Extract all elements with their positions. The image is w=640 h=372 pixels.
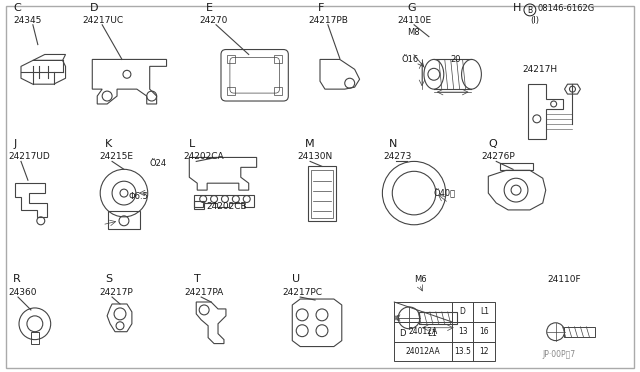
Text: E: E <box>206 3 213 13</box>
Text: 24217PA: 24217PA <box>184 288 223 297</box>
Text: JP·00Pぇ7: JP·00Pぇ7 <box>543 350 576 359</box>
Bar <box>394 341 452 362</box>
Text: T: T <box>195 274 201 284</box>
Text: 08146-6162G: 08146-6162G <box>538 4 595 13</box>
Bar <box>474 322 495 341</box>
Text: L: L <box>189 138 196 148</box>
Bar <box>394 322 452 341</box>
Text: 24110F: 24110F <box>548 275 581 284</box>
Text: D: D <box>460 307 465 317</box>
Text: Ö16: Ö16 <box>401 55 419 64</box>
Text: K: K <box>105 138 113 148</box>
Text: (I): (I) <box>530 16 539 25</box>
Text: U: U <box>292 274 300 284</box>
Text: 16: 16 <box>479 327 489 336</box>
Bar <box>419 312 456 324</box>
Bar <box>474 341 495 362</box>
Bar <box>394 302 452 322</box>
Text: Ö40用: Ö40用 <box>434 189 456 198</box>
Bar <box>108 211 140 229</box>
Bar <box>227 87 235 95</box>
Text: M6: M6 <box>414 275 427 284</box>
Text: M: M <box>305 138 315 148</box>
Text: 24202CB: 24202CB <box>206 202 247 211</box>
Bar <box>31 332 39 344</box>
Text: 24215E: 24215E <box>99 153 133 161</box>
Text: R: R <box>13 274 21 284</box>
Bar <box>195 201 204 209</box>
Text: 13: 13 <box>458 327 467 336</box>
Text: J: J <box>13 138 17 148</box>
Bar <box>452 341 474 362</box>
Text: Q: Q <box>488 138 497 148</box>
Text: 12: 12 <box>479 347 489 356</box>
Text: 24217PB: 24217PB <box>308 16 348 25</box>
Text: 24217UC: 24217UC <box>83 16 124 25</box>
Text: 24012A: 24012A <box>408 327 438 336</box>
Text: 24130N: 24130N <box>297 153 332 161</box>
Text: C: C <box>13 3 21 13</box>
Text: 24217H: 24217H <box>522 65 557 74</box>
Text: 24276P: 24276P <box>481 153 515 161</box>
Text: 24360: 24360 <box>8 288 36 297</box>
Bar <box>452 302 474 322</box>
Text: B: B <box>527 6 532 15</box>
Text: L1: L1 <box>427 328 437 338</box>
Text: 24217PC: 24217PC <box>282 288 323 297</box>
Bar <box>474 302 495 322</box>
Text: Φ6.5: Φ6.5 <box>129 192 148 201</box>
Text: Ö24: Ö24 <box>150 159 167 169</box>
Bar <box>275 87 282 95</box>
Text: L1: L1 <box>480 307 489 317</box>
Bar <box>311 170 333 218</box>
Text: 24202CA: 24202CA <box>184 153 224 161</box>
Bar <box>564 327 595 337</box>
Text: M8: M8 <box>407 28 420 37</box>
Text: H: H <box>513 3 522 13</box>
Text: 24270: 24270 <box>199 16 228 25</box>
Text: 24217UD: 24217UD <box>8 153 50 161</box>
Text: N: N <box>389 138 397 148</box>
Bar <box>452 322 474 341</box>
Text: 24012AA: 24012AA <box>406 347 440 356</box>
Text: 24273: 24273 <box>383 153 412 161</box>
Bar <box>275 55 282 63</box>
Bar <box>227 55 235 63</box>
Text: 24345: 24345 <box>13 16 42 25</box>
Text: 13.5: 13.5 <box>454 347 471 356</box>
Text: D: D <box>399 328 406 338</box>
Bar <box>308 166 336 221</box>
Text: S: S <box>105 274 112 284</box>
Text: 20: 20 <box>451 55 461 64</box>
Text: F: F <box>318 3 324 13</box>
Text: D: D <box>90 3 99 13</box>
Text: 24217P: 24217P <box>99 288 133 297</box>
Text: G: G <box>407 3 416 13</box>
Text: 24110E: 24110E <box>397 16 431 25</box>
